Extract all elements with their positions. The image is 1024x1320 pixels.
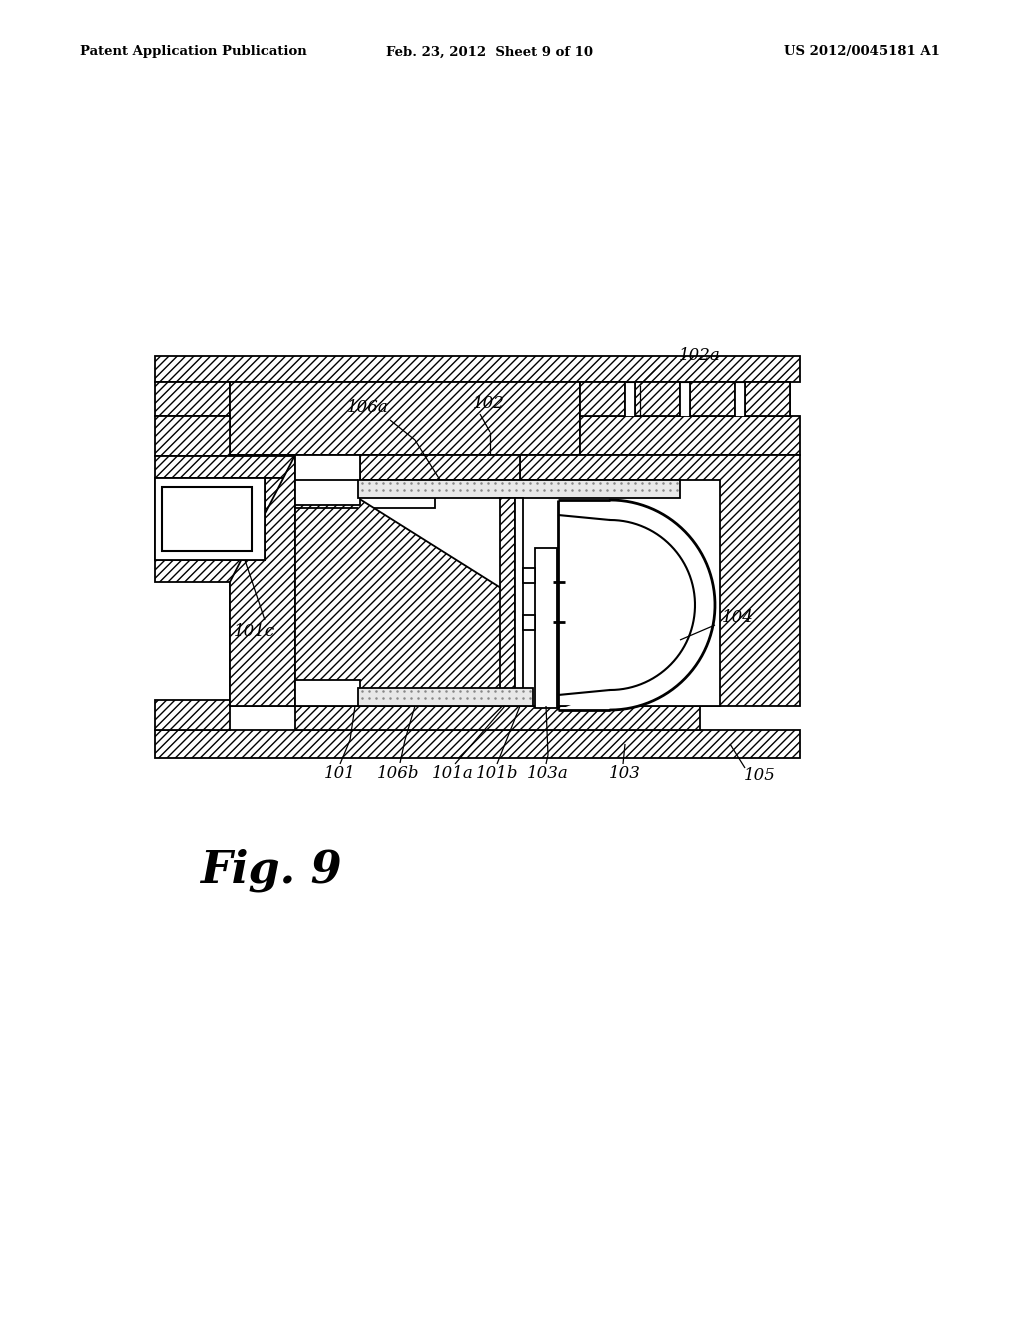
Polygon shape xyxy=(155,730,800,758)
Bar xyxy=(680,381,690,416)
Bar xyxy=(358,480,680,498)
Text: Patent Application Publication: Patent Application Publication xyxy=(80,45,307,58)
Bar xyxy=(735,381,745,416)
Text: 106a: 106a xyxy=(347,400,389,417)
Polygon shape xyxy=(230,455,430,706)
Bar xyxy=(535,548,557,708)
Polygon shape xyxy=(230,455,520,706)
Bar xyxy=(295,455,360,480)
Text: 101: 101 xyxy=(324,766,356,783)
Bar xyxy=(230,478,265,560)
Bar xyxy=(162,487,252,550)
Polygon shape xyxy=(155,381,230,416)
Bar xyxy=(295,480,720,706)
Text: 101b: 101b xyxy=(476,766,518,783)
Polygon shape xyxy=(155,356,800,381)
Polygon shape xyxy=(265,478,295,560)
Bar xyxy=(295,480,435,508)
Text: 102: 102 xyxy=(473,396,505,412)
Bar xyxy=(358,688,534,706)
Polygon shape xyxy=(155,560,295,582)
Polygon shape xyxy=(295,498,520,706)
Bar xyxy=(523,615,535,630)
Text: Fig. 9: Fig. 9 xyxy=(200,849,342,892)
Text: 103: 103 xyxy=(609,766,641,783)
Text: 101c: 101c xyxy=(233,623,274,640)
Bar xyxy=(635,381,680,416)
Bar xyxy=(295,706,700,730)
Polygon shape xyxy=(580,381,625,416)
Text: 101a: 101a xyxy=(432,766,474,783)
Text: Feb. 23, 2012  Sheet 9 of 10: Feb. 23, 2012 Sheet 9 of 10 xyxy=(386,45,594,58)
Text: 105: 105 xyxy=(744,767,776,784)
Bar xyxy=(515,498,523,706)
Bar xyxy=(745,381,790,416)
Bar xyxy=(295,680,360,706)
Bar xyxy=(580,381,625,416)
Polygon shape xyxy=(558,500,715,710)
Text: 103a: 103a xyxy=(527,766,569,783)
Polygon shape xyxy=(745,381,790,416)
Text: 102a: 102a xyxy=(679,346,721,363)
Polygon shape xyxy=(155,416,230,455)
Bar xyxy=(295,455,360,506)
Bar xyxy=(625,381,635,416)
Polygon shape xyxy=(155,455,295,478)
Polygon shape xyxy=(580,416,800,455)
Bar xyxy=(523,568,535,583)
Text: 106b: 106b xyxy=(377,766,419,783)
Polygon shape xyxy=(155,700,230,730)
Text: 104: 104 xyxy=(722,610,754,627)
Polygon shape xyxy=(690,381,735,416)
Polygon shape xyxy=(230,381,580,455)
Polygon shape xyxy=(520,455,800,706)
Bar xyxy=(155,478,265,560)
Bar xyxy=(500,498,515,706)
Polygon shape xyxy=(635,381,680,416)
Polygon shape xyxy=(155,478,230,560)
Bar xyxy=(690,381,735,416)
Text: US 2012/0045181 A1: US 2012/0045181 A1 xyxy=(784,45,940,58)
